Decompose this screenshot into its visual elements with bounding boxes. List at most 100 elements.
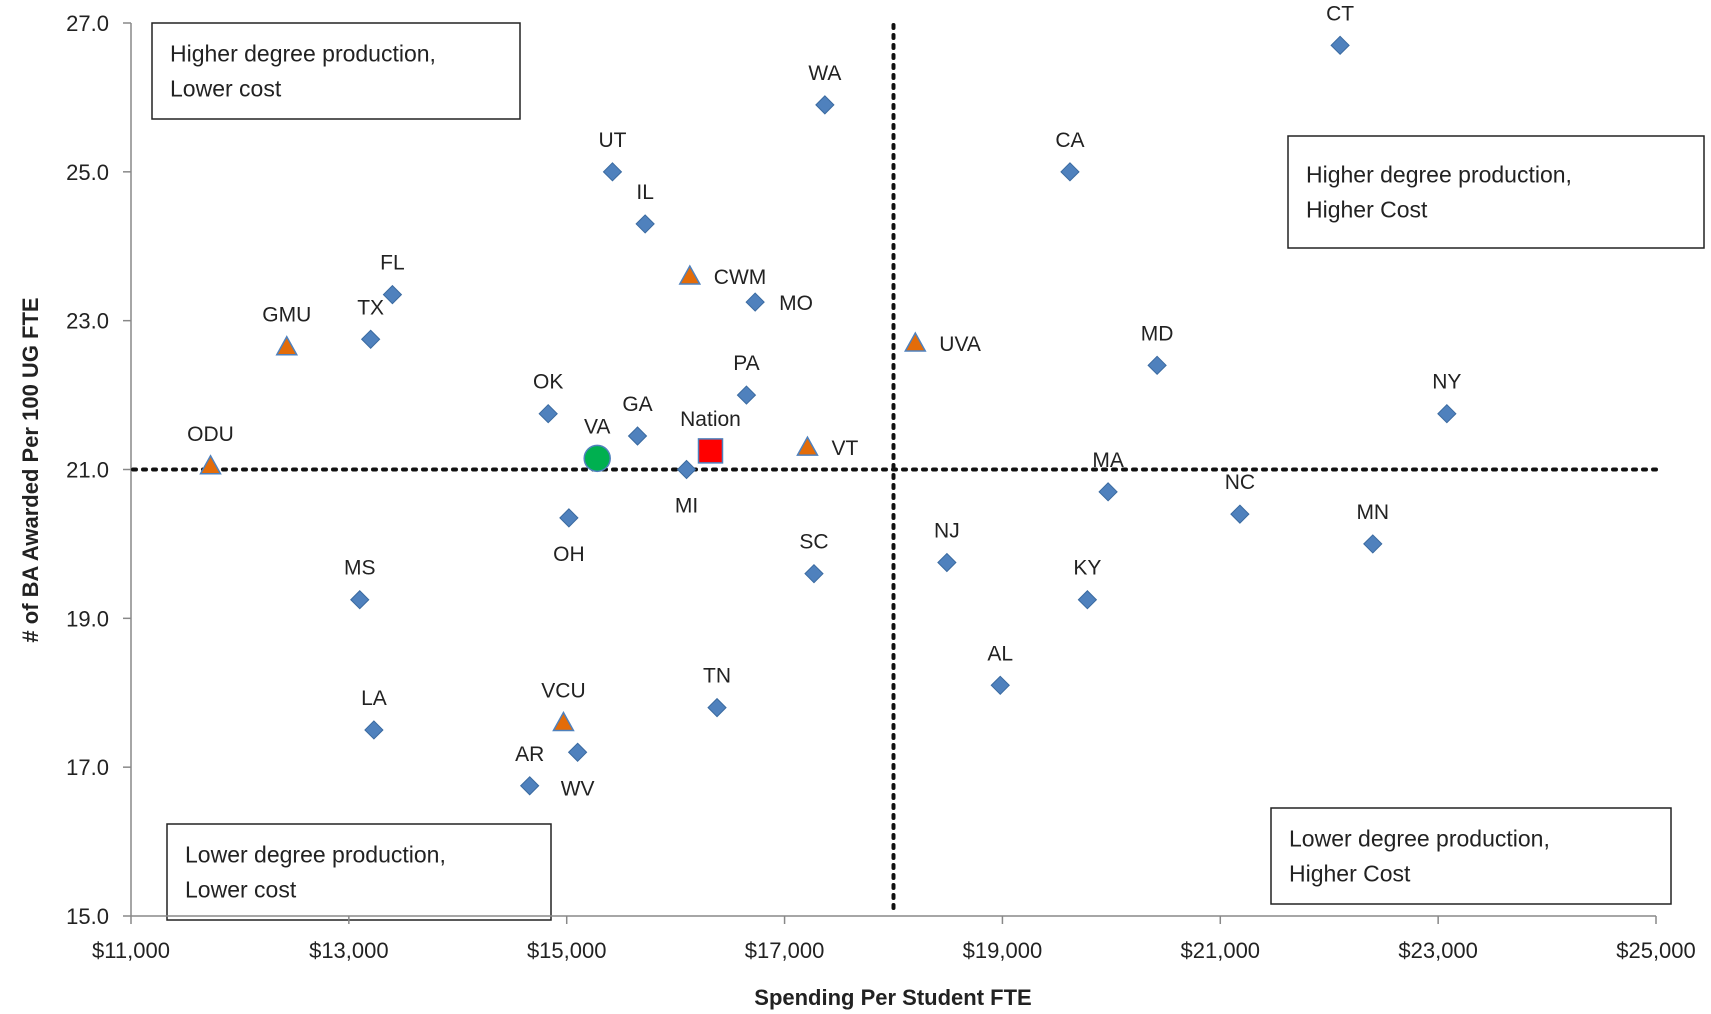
point-mn [1363,534,1383,554]
label-ma: MA [1092,449,1124,472]
quadrant-text-line2: Lower cost [185,877,297,903]
quadrant-text-line1: Higher degree production, [1306,162,1572,188]
quadrant-label-top-left: Higher degree production, Lower cost [151,22,521,120]
y-tick-label: 17.0 [66,755,109,780]
quadrant-text-line2: Lower cost [170,76,282,102]
label-nation: Nation [680,408,741,431]
x-tick-label: $19,000 [963,938,1043,963]
point-vcu [552,710,575,732]
point-tn [707,697,727,718]
x-tick-label: $13,000 [309,938,389,963]
y-tick-label: 25.0 [66,160,109,185]
x-tick-label: $25,000 [1616,938,1696,963]
point-mi [676,459,697,480]
x-tick-label: $11,000 [92,938,170,963]
x-tick-label: $23,000 [1398,938,1478,963]
quadrant-label-top-right: Higher degree production, Higher Cost [1287,135,1705,249]
label-tx: TX [357,296,384,319]
y-tick-label: 23.0 [66,309,109,334]
point-uva [904,331,927,352]
point-ct [1330,35,1350,56]
point-ar [519,776,540,796]
label-ut: UT [598,129,626,152]
point-cwm [678,264,702,285]
label-mi: MI [675,495,698,518]
x-tick-label: $17,000 [745,938,825,963]
label-vcu: VCU [541,680,585,703]
point-gmu [275,335,299,356]
quadrant-box [1270,807,1672,905]
point-wv [567,742,588,762]
point-tx [360,329,381,349]
y-tick-label: 19.0 [66,606,109,631]
label-ky: KY [1073,557,1101,580]
x-tick-label: $21,000 [1181,938,1261,963]
label-odu: ODU [187,423,234,446]
label-ga: GA [622,393,652,416]
ticks: 15.0 17.0 19.0 21.0 23.0 25.0 27.0 $11,000 $13,0… [66,11,1696,963]
point-fl [382,284,403,305]
label-la: LA [361,687,387,710]
point-ok [538,403,558,424]
quadrant-box [166,823,552,921]
label-ny: NY [1432,371,1461,394]
label-vt: VT [831,437,858,460]
point-ga [627,426,648,446]
label-al: AL [987,642,1013,665]
y-tick-label: 15.0 [66,904,109,929]
label-uva: UVA [939,333,981,356]
point-nation [697,438,724,464]
data-points [199,35,1457,796]
point-wa [815,95,835,115]
label-va: VA [584,415,610,438]
label-md: MD [1141,322,1174,345]
quadrant-text-line1: Higher degree production, [170,41,436,67]
point-mo [745,292,765,312]
label-oh: OH [553,543,585,566]
quadrant-label-bottom-right: Lower degree production, Higher Cost [1270,807,1672,905]
point-ky [1077,590,1098,610]
label-pa: PA [733,352,759,375]
label-fl: FL [380,252,405,275]
quadrant-text-line1: Lower degree production, [185,842,446,868]
label-wa: WA [808,62,841,85]
label-ok: OK [533,371,563,394]
label-ms: MS [344,557,376,580]
point-labels: CT WA UT CA IL FL MO TX MD PA NY OK GA MI MA NC OH MN NJ SC… [187,2,1461,800]
label-nj: NJ [934,520,960,543]
quadrant-text-line2: Higher Cost [1289,861,1411,887]
point-il [635,214,655,234]
point-va [583,444,611,473]
y-tick-label: 27.0 [66,11,109,36]
label-gmu: GMU [262,304,311,327]
label-nc: NC [1225,471,1255,494]
label-ct: CT [1326,2,1354,25]
label-ca: CA [1055,129,1084,152]
point-sc [804,563,824,584]
point-al [990,675,1010,696]
point-ca [1060,162,1080,182]
quadrant-box [151,22,521,120]
quadrant-box [1287,135,1705,249]
point-ny [1437,403,1457,424]
point-nj [937,552,957,573]
x-axis-title: Spending Per Student FTE [754,985,1031,1010]
quadrant-label-bottom-left: Lower degree production, Lower cost [166,823,552,921]
quadrant-labels: Higher degree production,Lower costHighe… [151,22,1705,921]
quadrant-text-line2: Higher Cost [1306,197,1428,223]
point-la [364,720,384,740]
point-pa [736,385,757,405]
label-ar: AR [515,743,544,766]
quadrant-text-line1: Lower degree production, [1289,826,1550,852]
x-tick-label: $15,000 [527,938,607,963]
label-sc: SC [799,531,828,554]
point-ms [350,590,370,610]
label-tn: TN [703,665,731,688]
y-tick-label: 21.0 [66,458,109,483]
point-nc [1230,504,1250,524]
label-il: IL [636,181,654,204]
point-ma [1098,482,1118,502]
point-odu [199,454,222,475]
point-ut [602,162,623,182]
